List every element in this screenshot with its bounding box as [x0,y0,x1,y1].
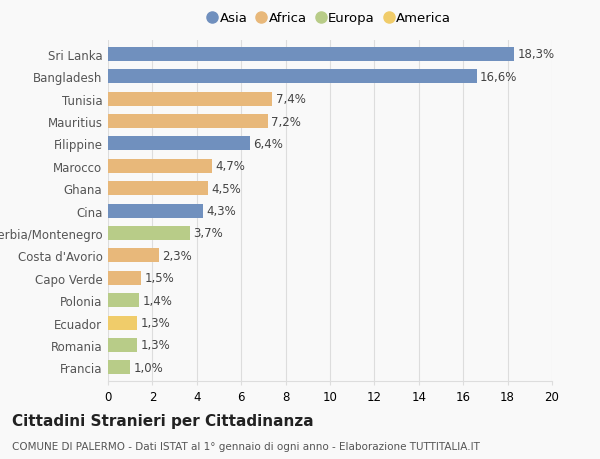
Bar [108,227,190,241]
Bar [108,338,137,352]
Text: 16,6%: 16,6% [480,71,517,84]
Text: Cittadini Stranieri per Cittadinanza: Cittadini Stranieri per Cittadinanza [12,413,314,428]
Text: 1,3%: 1,3% [140,339,170,352]
Bar [108,70,476,84]
Text: 18,3%: 18,3% [518,48,555,61]
Bar [108,115,268,129]
Text: 3,7%: 3,7% [193,227,223,240]
Bar [108,160,212,174]
Text: 1,3%: 1,3% [140,316,170,330]
Text: 4,3%: 4,3% [207,205,236,218]
Legend: Asia, Africa, Europa, America: Asia, Africa, Europa, America [204,7,456,31]
Bar [108,48,514,62]
Text: 7,2%: 7,2% [271,115,301,128]
Text: 2,3%: 2,3% [163,249,192,262]
Bar [108,182,208,196]
Bar [108,249,159,263]
Bar [108,271,142,285]
Bar [108,92,272,106]
Bar [108,316,137,330]
Text: 1,4%: 1,4% [142,294,172,307]
Text: 1,0%: 1,0% [134,361,163,374]
Bar [108,361,130,375]
Text: 4,5%: 4,5% [211,182,241,195]
Bar [108,204,203,218]
Bar [108,294,139,308]
Text: COMUNE DI PALERMO - Dati ISTAT al 1° gennaio di ogni anno - Elaborazione TUTTITA: COMUNE DI PALERMO - Dati ISTAT al 1° gen… [12,441,480,451]
Text: 7,4%: 7,4% [275,93,305,106]
Text: 4,7%: 4,7% [215,160,245,173]
Bar [108,137,250,151]
Text: 6,4%: 6,4% [253,138,283,151]
Text: 1,5%: 1,5% [145,272,175,285]
